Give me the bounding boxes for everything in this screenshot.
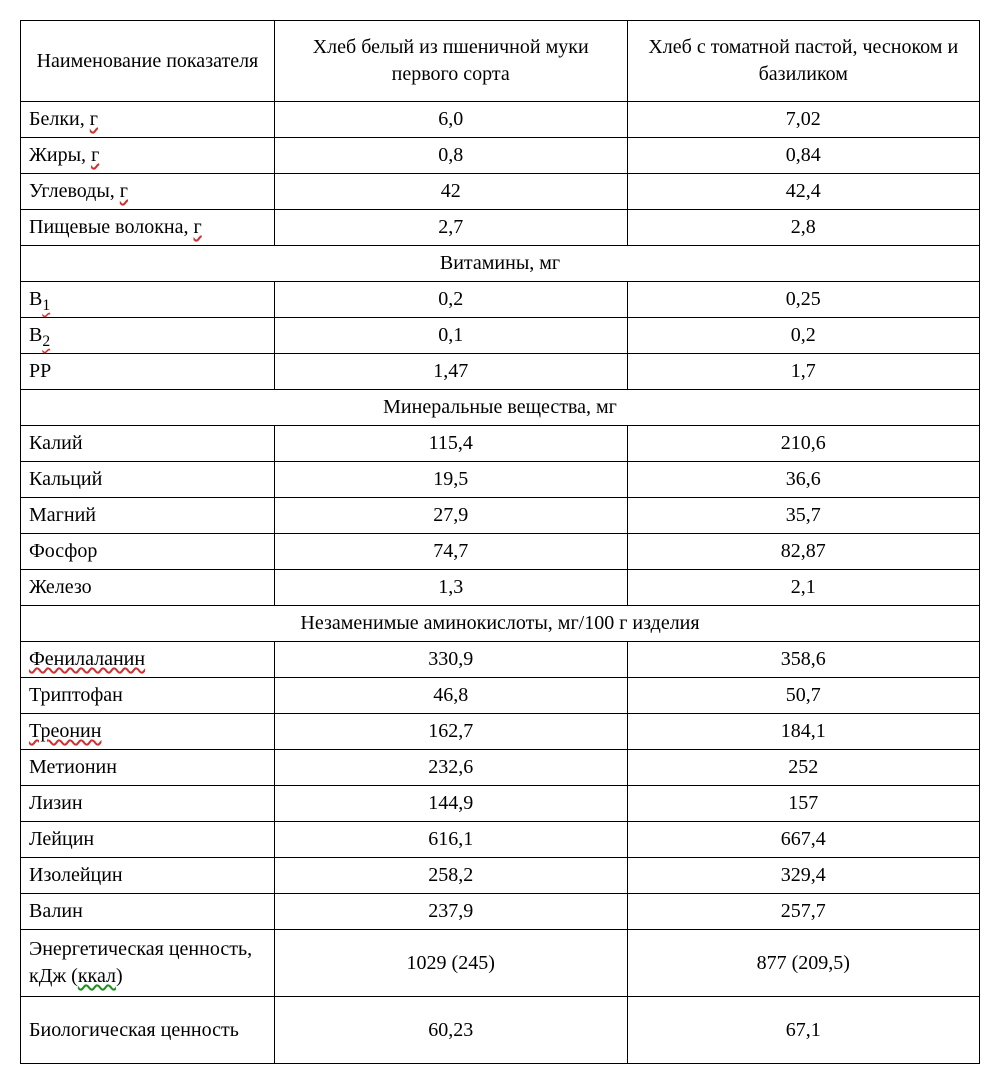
- cell-label: Биологическая ценность: [21, 997, 275, 1064]
- section-title: Незаменимые аминокислоты, мг/100 г издел…: [21, 606, 980, 642]
- row-protein: Белки, г 6,0 7,02: [21, 102, 980, 138]
- cell-v2: 0,2: [627, 318, 979, 354]
- cell-v1: 1029 (245): [274, 930, 627, 997]
- cell-v2: 358,6: [627, 642, 979, 678]
- row-fat: Жиры, г 0,8 0,84: [21, 138, 980, 174]
- header-row: Наименование показателя Хлеб белый из пш…: [21, 21, 980, 102]
- cell-v1: 27,9: [274, 498, 627, 534]
- cell-v1: 19,5: [274, 462, 627, 498]
- cell-v1: 330,9: [274, 642, 627, 678]
- cell-v2: 0,84: [627, 138, 979, 174]
- cell-label: Кальций: [21, 462, 275, 498]
- section-amino: Незаменимые аминокислоты, мг/100 г издел…: [21, 606, 980, 642]
- cell-v2: 50,7: [627, 678, 979, 714]
- cell-v1: 162,7: [274, 714, 627, 750]
- cell-v2: 877 (209,5): [627, 930, 979, 997]
- nutrition-table: Наименование показателя Хлеб белый из пш…: [20, 20, 980, 1064]
- cell-v2: 2,8: [627, 210, 979, 246]
- cell-label: Фосфор: [21, 534, 275, 570]
- row-ile: Изолейцин 258,2 329,4: [21, 858, 980, 894]
- cell-v2: 35,7: [627, 498, 979, 534]
- section-title: Витамины, мг: [21, 246, 980, 282]
- row-k: Калий 115,4 210,6: [21, 426, 980, 462]
- cell-label: Углеводы, г: [21, 174, 275, 210]
- cell-v1: 0,2: [274, 282, 627, 318]
- cell-v2: 667,4: [627, 822, 979, 858]
- cell-v1: 1,47: [274, 354, 627, 390]
- cell-v2: 42,4: [627, 174, 979, 210]
- row-b2: В2 0,1 0,2: [21, 318, 980, 354]
- cell-label: Железо: [21, 570, 275, 606]
- cell-label: Белки, г: [21, 102, 275, 138]
- cell-v1: 60,23: [274, 997, 627, 1064]
- header-col2: Хлеб с томатной пастой, чесноком и базил…: [627, 21, 979, 102]
- row-pp: РР 1,47 1,7: [21, 354, 980, 390]
- section-minerals: Минеральные вещества, мг: [21, 390, 980, 426]
- cell-v2: 210,6: [627, 426, 979, 462]
- cell-label: Калий: [21, 426, 275, 462]
- cell-v2: 157: [627, 786, 979, 822]
- cell-v1: 616,1: [274, 822, 627, 858]
- cell-label: Пищевые волокна, г: [21, 210, 275, 246]
- cell-label: Валин: [21, 894, 275, 930]
- cell-label: Изолейцин: [21, 858, 275, 894]
- cell-label: Фенилаланин: [21, 642, 275, 678]
- cell-v1: 144,9: [274, 786, 627, 822]
- row-b1: В1 0,2 0,25: [21, 282, 980, 318]
- cell-v2: 67,1: [627, 997, 979, 1064]
- cell-v2: 0,25: [627, 282, 979, 318]
- cell-label: РР: [21, 354, 275, 390]
- cell-label: Треонин: [21, 714, 275, 750]
- cell-v2: 184,1: [627, 714, 979, 750]
- cell-v2: 2,1: [627, 570, 979, 606]
- cell-v1: 6,0: [274, 102, 627, 138]
- row-leu: Лейцин 616,1 667,4: [21, 822, 980, 858]
- cell-v1: 46,8: [274, 678, 627, 714]
- cell-label: Триптофан: [21, 678, 275, 714]
- cell-label: Лизин: [21, 786, 275, 822]
- cell-v2: 1,7: [627, 354, 979, 390]
- cell-label: Энергетическая ценность, кДж (ккал): [21, 930, 275, 997]
- header-col1: Хлеб белый из пшеничной муки первого сор…: [274, 21, 627, 102]
- cell-v1: 1,3: [274, 570, 627, 606]
- cell-v2: 252: [627, 750, 979, 786]
- cell-label: Жиры, г: [21, 138, 275, 174]
- cell-v2: 257,7: [627, 894, 979, 930]
- row-thr: Треонин 162,7 184,1: [21, 714, 980, 750]
- row-fe: Железо 1,3 2,1: [21, 570, 980, 606]
- cell-v1: 42: [274, 174, 627, 210]
- row-carbs: Углеводы, г 42 42,4: [21, 174, 980, 210]
- row-bio: Биологическая ценность 60,23 67,1: [21, 997, 980, 1064]
- cell-label: В2: [21, 318, 275, 354]
- cell-v1: 258,2: [274, 858, 627, 894]
- row-lys: Лизин 144,9 157: [21, 786, 980, 822]
- row-phe: Фенилаланин 330,9 358,6: [21, 642, 980, 678]
- cell-v2: 329,4: [627, 858, 979, 894]
- cell-v2: 36,6: [627, 462, 979, 498]
- row-energy: Энергетическая ценность, кДж (ккал) 1029…: [21, 930, 980, 997]
- cell-v1: 232,6: [274, 750, 627, 786]
- section-title: Минеральные вещества, мг: [21, 390, 980, 426]
- cell-label: Лейцин: [21, 822, 275, 858]
- cell-v1: 237,9: [274, 894, 627, 930]
- row-fiber: Пищевые волокна, г 2,7 2,8: [21, 210, 980, 246]
- row-trp: Триптофан 46,8 50,7: [21, 678, 980, 714]
- header-indicator: Наименование показателя: [21, 21, 275, 102]
- row-p: Фосфор 74,7 82,87: [21, 534, 980, 570]
- cell-label: Магний: [21, 498, 275, 534]
- row-ca: Кальций 19,5 36,6: [21, 462, 980, 498]
- row-met: Метионин 232,6 252: [21, 750, 980, 786]
- cell-label: Метионин: [21, 750, 275, 786]
- section-vitamins: Витамины, мг: [21, 246, 980, 282]
- cell-v1: 0,8: [274, 138, 627, 174]
- cell-v1: 115,4: [274, 426, 627, 462]
- cell-v1: 0,1: [274, 318, 627, 354]
- cell-v2: 7,02: [627, 102, 979, 138]
- cell-v2: 82,87: [627, 534, 979, 570]
- cell-v1: 2,7: [274, 210, 627, 246]
- cell-v1: 74,7: [274, 534, 627, 570]
- row-mg: Магний 27,9 35,7: [21, 498, 980, 534]
- row-val: Валин 237,9 257,7: [21, 894, 980, 930]
- cell-label: В1: [21, 282, 275, 318]
